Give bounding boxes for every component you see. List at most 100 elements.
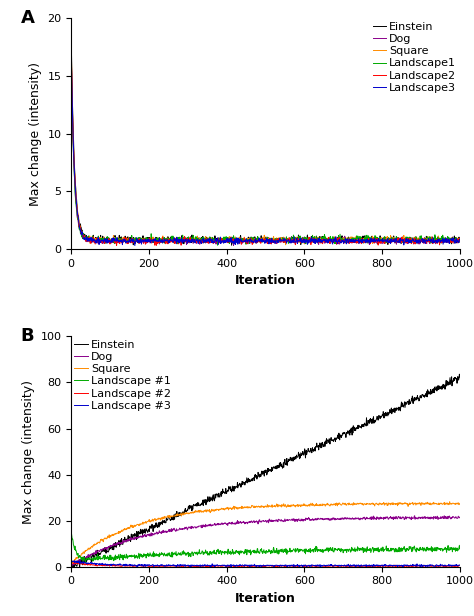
Landscape #3 xyxy=(372,562,378,569)
Line: Einstein: Einstein xyxy=(72,374,460,570)
Square xyxy=(108,532,114,540)
Landscape2 xyxy=(240,238,246,246)
Einstein xyxy=(457,373,463,381)
Line: Square: Square xyxy=(72,502,460,563)
Landscape3 xyxy=(108,237,114,245)
Dog xyxy=(457,236,463,243)
Landscape #3 xyxy=(69,557,75,564)
Square xyxy=(335,500,341,507)
Square xyxy=(240,236,246,243)
Landscape2 xyxy=(379,238,384,246)
Landscape #2 xyxy=(108,562,114,569)
Einstein xyxy=(226,483,232,490)
Dog xyxy=(412,512,418,519)
Square xyxy=(379,234,384,241)
Line: Landscape #2: Landscape #2 xyxy=(72,562,460,567)
Einstein xyxy=(457,235,463,242)
Landscape #1 xyxy=(379,547,384,554)
Einstein xyxy=(240,481,246,488)
Y-axis label: Max change (intensity): Max change (intensity) xyxy=(29,62,42,206)
Square xyxy=(447,498,453,506)
Y-axis label: Max change (intensity): Max change (intensity) xyxy=(22,379,35,524)
Landscape3 xyxy=(457,236,463,243)
Line: Dog: Dog xyxy=(72,67,460,246)
Landscape #2 xyxy=(372,562,377,569)
Landscape #2 xyxy=(141,563,146,570)
Landscape #3 xyxy=(69,557,74,565)
Square xyxy=(372,235,377,242)
Dog xyxy=(457,514,463,522)
Line: Landscape #1: Landscape #1 xyxy=(72,533,460,563)
Einstein xyxy=(336,434,341,442)
Text: A: A xyxy=(20,9,35,27)
Line: Square: Square xyxy=(72,60,460,245)
Landscape3 xyxy=(336,236,341,243)
Landscape #1 xyxy=(457,545,463,553)
Dog xyxy=(69,63,74,70)
Landscape #1 xyxy=(336,545,341,552)
Line: Landscape3: Landscape3 xyxy=(72,68,460,246)
Einstein xyxy=(108,238,114,245)
Dog xyxy=(336,237,341,244)
Landscape #3 xyxy=(457,561,463,569)
Landscape #3 xyxy=(109,562,114,569)
Dog xyxy=(226,237,231,244)
Landscape #2 xyxy=(240,562,246,570)
Line: Landscape1: Landscape1 xyxy=(72,79,460,245)
X-axis label: Iteration: Iteration xyxy=(235,592,296,605)
Landscape #3 xyxy=(226,562,232,569)
Landscape1 xyxy=(457,237,463,245)
Landscape #3 xyxy=(258,563,264,570)
Landscape2 xyxy=(457,235,463,242)
Landscape2 xyxy=(114,241,119,249)
Einstein xyxy=(379,238,384,246)
Dog xyxy=(372,238,377,245)
Landscape2 xyxy=(226,235,232,242)
Square xyxy=(283,241,289,248)
Dog xyxy=(240,237,246,244)
Landscape #1 xyxy=(69,530,74,537)
Square xyxy=(240,503,246,511)
Landscape #3 xyxy=(379,562,385,569)
Landscape1 xyxy=(379,237,384,244)
Landscape1 xyxy=(372,237,377,244)
Dog xyxy=(108,240,114,247)
Square xyxy=(69,559,74,567)
Landscape1 xyxy=(240,235,246,242)
Landscape2 xyxy=(336,237,341,245)
Square xyxy=(457,238,463,245)
Dog xyxy=(372,514,377,522)
Square xyxy=(372,501,377,508)
Landscape3 xyxy=(226,237,232,245)
Landscape2 xyxy=(69,61,74,68)
Landscape1 xyxy=(226,235,232,242)
Landscape2 xyxy=(108,237,114,245)
Dog xyxy=(336,516,341,523)
Square xyxy=(108,236,114,243)
Einstein xyxy=(456,370,462,378)
Einstein xyxy=(372,236,377,243)
Einstein xyxy=(70,567,75,574)
Legend: Einstein, Dog, Square, Landscape1, Landscape2, Landscape3: Einstein, Dog, Square, Landscape1, Lands… xyxy=(373,22,456,93)
Einstein xyxy=(372,419,377,426)
Landscape #1 xyxy=(240,548,246,556)
Landscape3 xyxy=(240,238,246,245)
Einstein xyxy=(69,50,74,57)
Landscape #3 xyxy=(240,562,246,569)
Line: Landscape #3: Landscape #3 xyxy=(72,561,460,567)
Einstein xyxy=(109,544,114,551)
Line: Einstein: Einstein xyxy=(72,54,460,245)
Landscape1 xyxy=(69,75,74,83)
Landscape1 xyxy=(215,241,220,249)
Landscape1 xyxy=(336,232,341,239)
Legend: Einstein, Dog, Square, Landscape #1, Landscape #2, Landscape #3: Einstein, Dog, Square, Landscape #1, Lan… xyxy=(74,339,171,411)
Einstein xyxy=(226,239,231,246)
Landscape #2 xyxy=(69,559,74,566)
Landscape #2 xyxy=(457,562,463,569)
Landscape #1 xyxy=(226,548,232,556)
X-axis label: Iteration: Iteration xyxy=(235,274,296,287)
Einstein xyxy=(229,241,235,249)
Landscape1 xyxy=(108,237,114,245)
Dog xyxy=(69,562,75,570)
Einstein xyxy=(240,235,246,242)
